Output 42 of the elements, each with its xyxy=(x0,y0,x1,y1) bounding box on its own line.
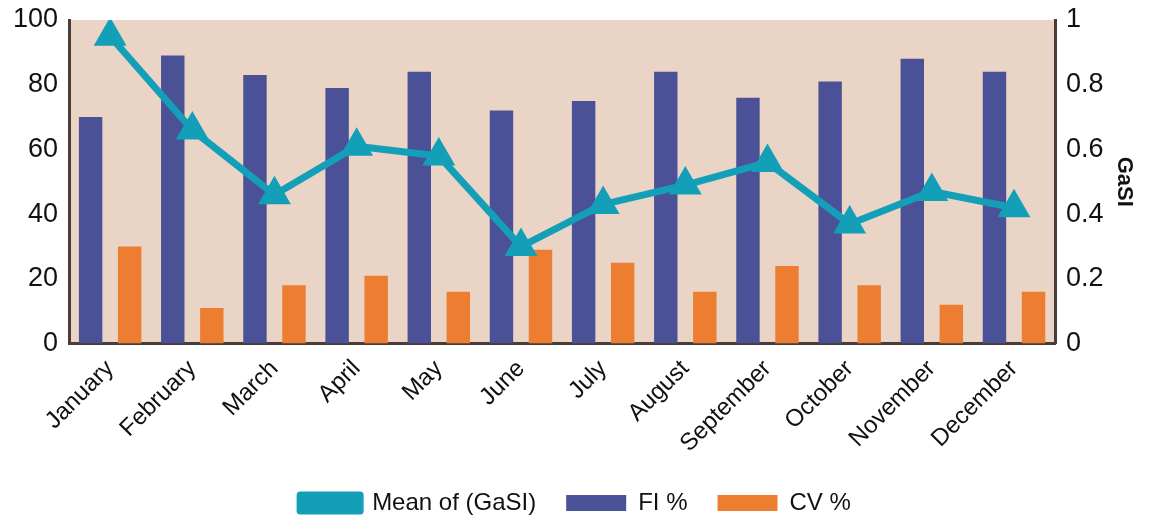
bar xyxy=(818,81,842,344)
y2-tick-label: 0.8 xyxy=(1066,68,1104,99)
bar xyxy=(857,285,881,344)
x-tick-label: May xyxy=(395,353,448,406)
bar xyxy=(364,275,388,344)
bar xyxy=(900,58,925,344)
legend-label: CV % xyxy=(789,487,851,515)
bar xyxy=(528,249,553,344)
y-tick-label: 100 xyxy=(12,3,59,34)
bar xyxy=(200,308,224,344)
bar xyxy=(282,285,306,344)
y-tick-label: 40 xyxy=(28,197,59,228)
bar xyxy=(407,71,431,344)
bar xyxy=(736,97,760,344)
y2-tick-label: 0.2 xyxy=(1066,262,1104,293)
bar xyxy=(1021,291,1046,344)
y2-tick-label: 0.4 xyxy=(1066,197,1104,228)
y-tick-label: 60 xyxy=(28,132,59,163)
y2-tick-label: 1 xyxy=(1066,3,1082,34)
legend-label: Mean of (GaSI) xyxy=(372,487,537,515)
bar xyxy=(693,291,717,344)
y2-axis-title: GaSI xyxy=(1112,156,1138,207)
y-tick-label: 0 xyxy=(43,327,59,358)
bar xyxy=(654,71,678,344)
bar xyxy=(775,265,799,344)
bar xyxy=(325,87,349,344)
bar xyxy=(446,291,471,344)
bar xyxy=(571,100,596,344)
bar xyxy=(939,304,964,344)
bar xyxy=(610,262,635,344)
bar xyxy=(117,246,142,344)
legend-label: FI % xyxy=(638,487,688,515)
y2-tick-label: 0 xyxy=(1066,327,1082,358)
y-tick-label: 20 xyxy=(28,262,59,293)
bar xyxy=(982,71,1007,344)
bar xyxy=(489,110,514,344)
x-tick-label: July xyxy=(562,353,612,404)
bar xyxy=(161,55,185,344)
bar xyxy=(243,75,267,344)
y2-tick-label: 0.6 xyxy=(1066,132,1104,163)
bar xyxy=(78,117,103,344)
y-tick-label: 80 xyxy=(28,68,59,99)
